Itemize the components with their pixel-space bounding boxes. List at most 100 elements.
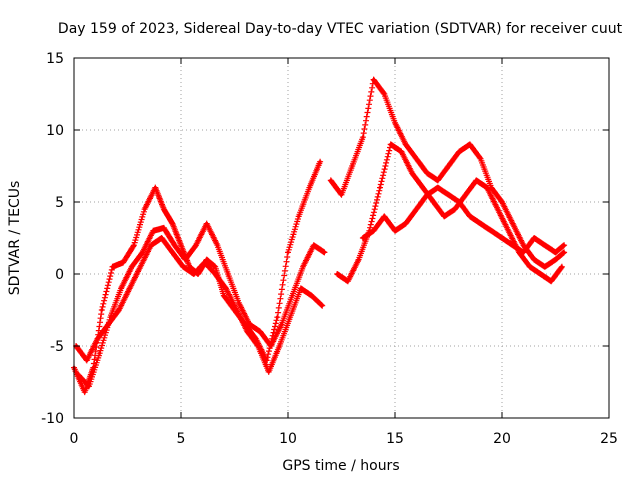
- chart-title: Day 159 of 2023, Sidereal Day-to-day VTE…: [58, 21, 623, 37]
- data-point: [357, 258, 361, 262]
- data-point: [421, 186, 425, 190]
- data-point: [205, 222, 209, 226]
- data-point: [130, 265, 134, 269]
- data-point: [474, 178, 478, 182]
- data-point: [237, 301, 241, 305]
- tick-layer: 0 5 10 15 20 25 -10 -5 0 5 10 15: [41, 51, 618, 447]
- data-point: [521, 243, 526, 247]
- data-point: [269, 344, 273, 348]
- y-tick-label: 10: [46, 123, 64, 139]
- data-point: [138, 265, 142, 269]
- data-point: [307, 186, 311, 190]
- data-point: [297, 214, 301, 218]
- data-point: [181, 265, 185, 269]
- data-point: [329, 178, 333, 182]
- data-point: [247, 322, 252, 326]
- data-point: [290, 294, 294, 298]
- data-point: [425, 193, 429, 197]
- data-point: [442, 214, 446, 218]
- data-point: [479, 222, 483, 226]
- data-point: [431, 200, 436, 204]
- x-tick-label: 10: [279, 431, 297, 447]
- data-point: [393, 229, 397, 233]
- data-point: [464, 193, 468, 197]
- data-point: [457, 200, 461, 204]
- x-tick-label: 5: [177, 431, 186, 447]
- data-point: [192, 272, 196, 276]
- data-point: [258, 330, 262, 334]
- data-point: [318, 160, 322, 164]
- data-point: [87, 384, 91, 388]
- data-point: [560, 265, 564, 269]
- data-point: [378, 186, 382, 190]
- data-point: [222, 294, 226, 298]
- data-point: [553, 250, 558, 254]
- data-point: [312, 243, 316, 247]
- data-point: [245, 330, 249, 334]
- data-point: [224, 286, 228, 290]
- y-tick-label: 15: [46, 51, 64, 67]
- data-point: [361, 236, 365, 240]
- data-point: [117, 308, 121, 312]
- data-point: [149, 243, 153, 247]
- data-point: [194, 243, 198, 247]
- data-point: [489, 229, 493, 233]
- data-point: [521, 250, 526, 254]
- y-tick-label: -10: [41, 411, 64, 427]
- data-point: [382, 214, 386, 218]
- data-point: [425, 171, 429, 175]
- data-point: [162, 207, 166, 211]
- series-trace-e: [334, 141, 565, 285]
- data-point: [162, 226, 166, 230]
- data-point: [170, 222, 175, 226]
- data-point: [183, 258, 187, 262]
- data-point: [562, 250, 566, 254]
- data-point: [301, 265, 305, 269]
- data-point: [277, 344, 282, 348]
- data-point: [85, 358, 89, 362]
- data-point: [436, 178, 440, 182]
- data-point: [288, 315, 292, 319]
- x-tick-label: 20: [493, 431, 511, 447]
- data-point: [372, 78, 376, 82]
- plot-frame: [73, 57, 610, 419]
- data-point: [453, 207, 457, 211]
- series-trace-b: [75, 220, 328, 390]
- data-point: [506, 229, 511, 233]
- data-point: [543, 243, 547, 247]
- data-point: [389, 142, 393, 146]
- data-point: [256, 344, 260, 348]
- data-point: [119, 286, 123, 290]
- data-point: [549, 279, 553, 283]
- data-point: [202, 260, 207, 265]
- data-point: [179, 243, 183, 247]
- data-point: [322, 250, 326, 254]
- data-point: [468, 214, 472, 218]
- data-point: [153, 186, 157, 190]
- data-point: [511, 222, 515, 226]
- data-point: [226, 272, 230, 276]
- data-point: [95, 337, 100, 341]
- data-point: [410, 171, 414, 175]
- data-point: [98, 351, 102, 355]
- data-point: [132, 243, 136, 247]
- data-point: [562, 243, 566, 247]
- data-point: [346, 279, 350, 283]
- data-point: [110, 265, 115, 269]
- series-trace-d: [327, 76, 568, 270]
- data-point: [446, 164, 451, 168]
- series-trace-f: [359, 184, 568, 256]
- data-point: [235, 308, 239, 312]
- data-point: [106, 322, 110, 326]
- data-point: [496, 207, 500, 211]
- data-point: [528, 265, 532, 269]
- data-point: [279, 322, 284, 326]
- data-point: [538, 272, 543, 276]
- data-point: [457, 150, 461, 154]
- data-point: [172, 243, 177, 247]
- data-point: [128, 286, 132, 290]
- data-point: [500, 236, 504, 240]
